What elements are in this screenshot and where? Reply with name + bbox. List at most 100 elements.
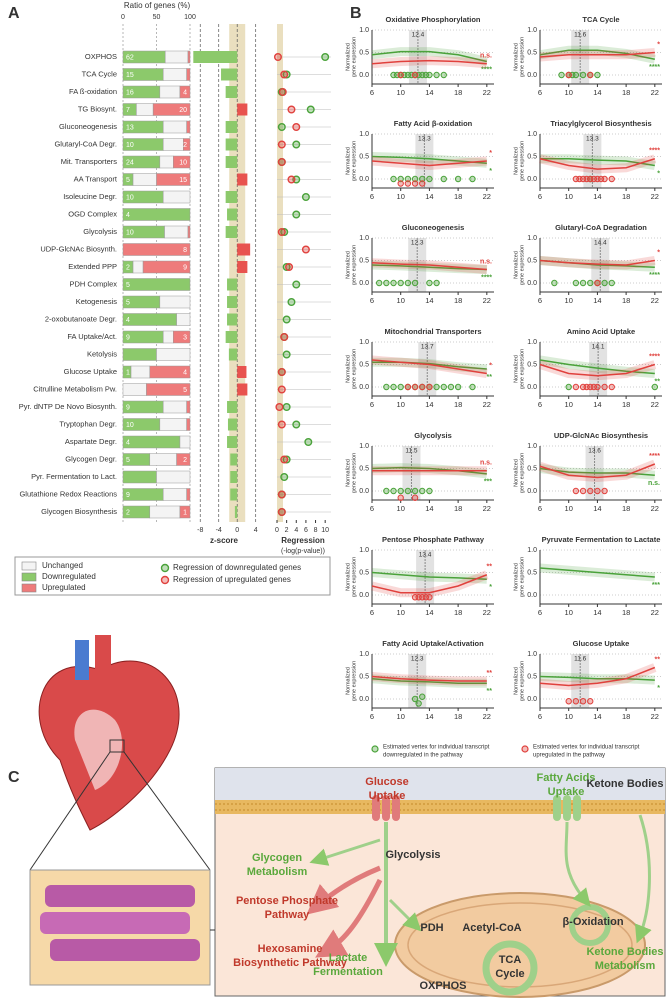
- vertex-point: [375, 279, 383, 287]
- plot-title: Glutaryl-CoA Degradation: [555, 223, 647, 232]
- count-label: 13: [126, 124, 134, 131]
- vertex-point: [440, 71, 447, 79]
- significance-label: ****: [649, 272, 660, 279]
- vertex-point: [411, 487, 419, 495]
- bar-segment: [122, 243, 191, 256]
- x-tick-label: 22: [483, 88, 491, 97]
- vertex-point: [447, 383, 455, 391]
- count-label: 4: [126, 212, 130, 219]
- bar-segment: [122, 208, 191, 221]
- axis-subtitle: (-log(p-value)): [281, 548, 325, 555]
- regression-dot: [287, 175, 296, 184]
- x-tick-label: 22: [483, 400, 491, 409]
- bar: [225, 331, 238, 343]
- vertex-point: [594, 71, 601, 79]
- bar: [227, 296, 238, 308]
- bar-segment: [187, 225, 191, 239]
- y-tick-label: 0.5: [527, 153, 537, 160]
- count-label: 5: [126, 299, 130, 306]
- legend-label: Unchanged: [42, 561, 83, 570]
- bar-segment: [149, 365, 191, 379]
- vertex-point: [587, 71, 594, 79]
- bar-segment: [122, 313, 177, 326]
- significance-label: **: [487, 688, 493, 695]
- bar-segment: [149, 505, 181, 519]
- x-tick-label: 6: [370, 88, 374, 97]
- bar-segment: [159, 85, 181, 99]
- x-tick-label: -8: [197, 527, 203, 534]
- diagram-label: TCA: [499, 954, 522, 966]
- legend-box: [14, 556, 331, 596]
- x-tick-label: 8: [314, 527, 318, 534]
- legend-marker: [371, 745, 379, 753]
- category-label: TG Biosynt.: [78, 104, 117, 113]
- vertex-point: [411, 71, 419, 79]
- x-tick-label: -4: [216, 527, 222, 534]
- vertex-point: [383, 383, 390, 391]
- vertex-point: [440, 175, 447, 183]
- bar-segment: [159, 418, 187, 431]
- significance-label: **: [487, 564, 493, 571]
- vertex-point: [469, 383, 476, 391]
- bar-segment: [146, 383, 191, 396]
- regression-dot: [321, 53, 330, 62]
- x-tick-label: 10: [397, 608, 405, 617]
- count-label: 10: [179, 159, 187, 166]
- x-tick-label: 22: [651, 712, 659, 721]
- y-axis-label: Normalized: [513, 147, 519, 175]
- y-tick-label: 0.0: [527, 280, 537, 287]
- bar-segment: [176, 453, 191, 466]
- bar: [237, 261, 248, 273]
- vertex-label: 14.4: [594, 240, 607, 247]
- bar: [227, 436, 238, 448]
- x-tick-label: 6: [538, 296, 542, 305]
- legend-label: Downregulated: [42, 572, 96, 581]
- fit-line: [539, 158, 656, 170]
- bar: [193, 51, 238, 63]
- fit-line: [371, 262, 487, 271]
- y-axis-label: gene expression: [351, 453, 357, 493]
- category-label: Glutathione Redox Reactions: [19, 489, 117, 498]
- x-tick-label: 10: [565, 712, 573, 721]
- diagram-label: Uptake: [369, 790, 406, 802]
- x-tick-label: 10: [565, 608, 573, 617]
- x-tick-label: 10: [397, 88, 405, 97]
- x-tick-label: 6: [538, 504, 542, 513]
- regression-dot: [280, 70, 289, 79]
- vertex-label: 13.6: [588, 448, 601, 455]
- vertex-point: [608, 279, 615, 287]
- legend-marker: [160, 563, 170, 573]
- plot-title: Fatty Acid Uptake/Activation: [382, 639, 484, 648]
- significance-label: **: [487, 374, 493, 381]
- vertex-point: [565, 71, 572, 79]
- vertex-point: [572, 383, 580, 391]
- category-label: FA Uptake/Act.: [67, 332, 117, 341]
- vertex-point: [601, 175, 608, 183]
- regression-dot: [277, 420, 286, 429]
- regression-dot: [292, 280, 301, 289]
- x-tick-label: 10: [565, 400, 573, 409]
- regression-dot: [285, 263, 294, 272]
- x-tick-label: 6: [538, 192, 542, 201]
- vertex-label: 12.3: [411, 656, 424, 663]
- x-tick-label: 14: [425, 296, 433, 305]
- bar: [225, 138, 238, 151]
- vertex-point: [426, 175, 433, 183]
- bar-segment: [164, 225, 189, 239]
- vertex-point: [579, 279, 587, 287]
- x-tick-label: 22: [651, 608, 659, 617]
- bar-segment: [162, 190, 191, 204]
- x-tick-label: 6: [538, 400, 542, 409]
- bar-segment: [156, 348, 191, 361]
- category-label: Pyr. Fermentation to Lact.: [31, 472, 117, 481]
- vertex-point: [594, 383, 601, 391]
- significance-label: ****: [481, 274, 492, 281]
- bar: [237, 103, 248, 116]
- significance-label: **: [655, 656, 661, 663]
- regression-dot: [277, 385, 286, 394]
- x-tick-label: 22: [651, 400, 659, 409]
- count-label: 20: [179, 107, 187, 114]
- x-tick-label: 6: [538, 88, 542, 97]
- regression-dot: [273, 53, 282, 62]
- y-tick-label: 0.0: [527, 384, 537, 391]
